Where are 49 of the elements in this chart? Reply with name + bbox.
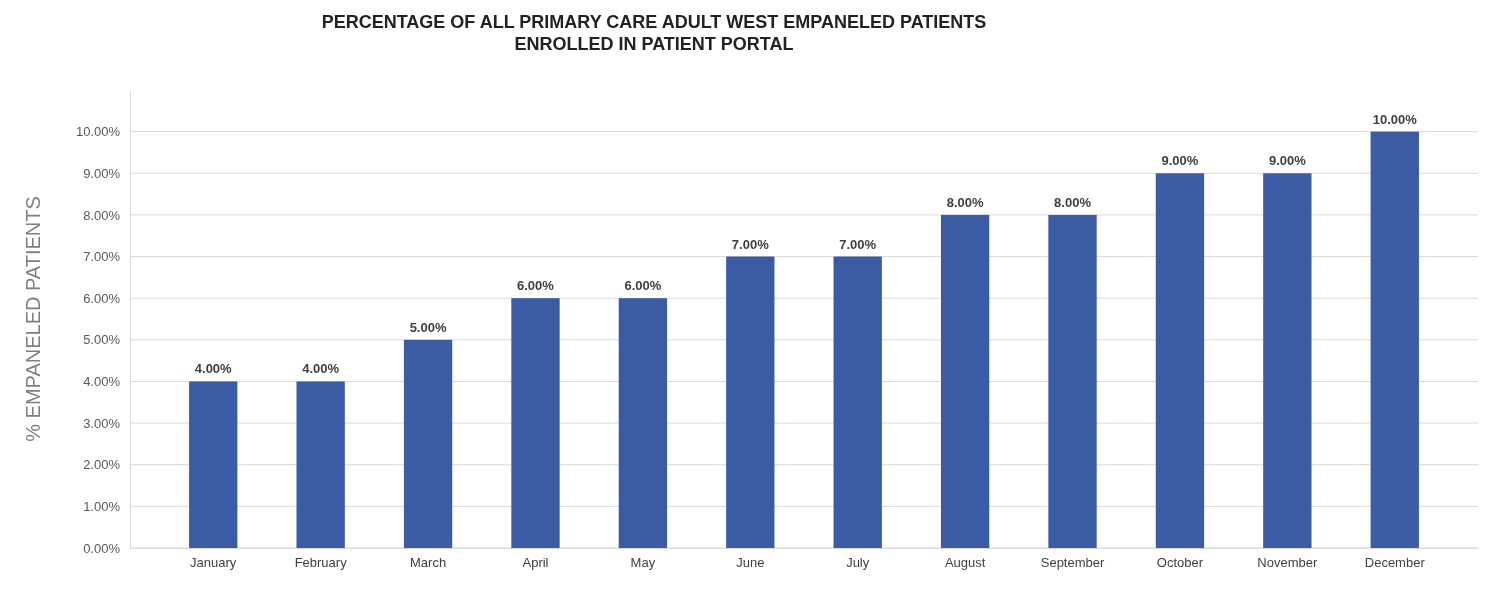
y-tick-label: 1.00% xyxy=(83,499,121,515)
x-tick-label: February xyxy=(294,555,348,571)
data-label: 9.00% xyxy=(1268,153,1307,169)
y-tick-label: 10.00% xyxy=(75,124,121,140)
x-tick-label: December xyxy=(1364,555,1426,571)
y-axis-title: % EMPANELED PATIENTS xyxy=(22,196,44,442)
bar xyxy=(1048,214,1097,548)
y-tick-label: 0.00% xyxy=(83,540,121,556)
data-label: 5.00% xyxy=(409,319,447,335)
bar xyxy=(1263,173,1312,548)
x-tick-label: May xyxy=(630,555,656,571)
bar xyxy=(1155,173,1205,548)
data-label: 7.00% xyxy=(731,236,770,252)
data-label: 4.00% xyxy=(194,361,233,377)
x-tick-label: October xyxy=(1156,555,1204,571)
x-tick-label: March xyxy=(410,555,447,571)
data-label: 8.00% xyxy=(946,194,984,210)
bar xyxy=(726,256,775,548)
y-tick-label: 9.00% xyxy=(83,165,121,181)
bar xyxy=(403,339,453,548)
bar xyxy=(833,256,882,548)
y-tick-label: 7.00% xyxy=(83,249,121,265)
data-label: 7.00% xyxy=(839,236,877,252)
bar xyxy=(1370,131,1419,548)
data-label: 9.00% xyxy=(1161,153,1199,169)
x-tick-label: November xyxy=(1257,555,1318,571)
y-tick-label: 4.00% xyxy=(83,374,121,390)
y-tick-label: 8.00% xyxy=(83,207,121,223)
x-tick-label: August xyxy=(944,555,986,571)
chart-title: PERCENTAGE OF ALL PRIMARY CARE ADULT WEST EMPANELED PATIENTS ENROLLED IN PATIENT PORTAL xyxy=(321,12,987,54)
data-label: 6.00% xyxy=(517,278,555,294)
data-label: 6.00% xyxy=(624,278,662,294)
bar xyxy=(296,381,345,548)
x-tick-label: July xyxy=(846,555,870,571)
bar xyxy=(189,381,238,548)
data-label: 10.00% xyxy=(1372,111,1418,127)
x-tick-label: April xyxy=(522,555,549,571)
bar xyxy=(511,298,560,548)
bar xyxy=(618,298,668,548)
x-tick-label: January xyxy=(190,555,237,571)
data-label: 8.00% xyxy=(1054,194,1092,210)
data-label: 4.00% xyxy=(302,361,340,377)
x-tick-label: June xyxy=(736,555,765,571)
y-tick-label: 6.00% xyxy=(83,290,121,306)
y-tick-label: 5.00% xyxy=(83,332,121,348)
y-tick-label: 2.00% xyxy=(83,457,121,473)
x-tick-label: September xyxy=(1040,555,1105,571)
y-tick-label: 3.00% xyxy=(83,415,121,431)
bar xyxy=(940,214,990,548)
